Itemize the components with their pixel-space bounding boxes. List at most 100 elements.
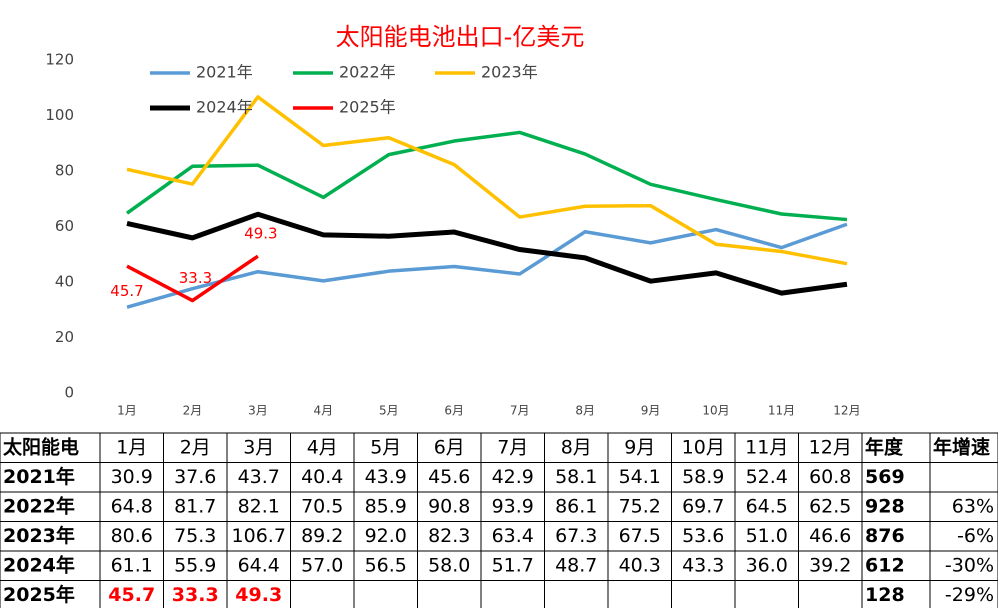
table-cell: 40.3: [619, 554, 661, 576]
table-cell: 612: [865, 554, 905, 576]
table-cell: 58.0: [428, 554, 470, 576]
table-cell: 51.0: [746, 525, 788, 547]
table-cell: 53.6: [682, 525, 724, 547]
table-cell: 51.7: [492, 554, 534, 576]
y-tick-label: 60: [55, 217, 74, 235]
table-cell: 1月: [116, 436, 147, 458]
table-cell: 62.5: [809, 495, 851, 517]
table-cell: 85.9: [365, 495, 407, 517]
x-tick-label: 11月: [768, 404, 795, 418]
table-cell: 39.2: [809, 554, 851, 576]
y-tick-label: 40: [55, 273, 74, 291]
table-cell: 63%: [952, 495, 994, 517]
table-cell: 年增速: [933, 435, 990, 458]
y-tick-label: 120: [45, 51, 74, 69]
series-line: [125, 130, 848, 222]
table-cell: 58.9: [682, 466, 724, 488]
table-cell: 81.7: [174, 495, 216, 517]
table-cell: 12月: [809, 436, 852, 458]
table-cell: 58.1: [555, 466, 597, 488]
table-cell: 56.5: [365, 554, 407, 576]
table-cell: 55.9: [174, 554, 216, 576]
table-cell: 106.7: [232, 525, 286, 547]
x-tick-label: 12月: [833, 404, 860, 418]
table-cell: 80.6: [111, 525, 153, 547]
table-cell: 93.9: [492, 495, 534, 517]
table-cell: 70.5: [301, 495, 343, 517]
table-cell: 64.4: [238, 554, 280, 576]
table-cell: 876: [865, 525, 905, 547]
table-cell: 86.1: [555, 495, 597, 517]
table-cell: 46.6: [809, 525, 851, 547]
table-cell: 69.7: [682, 495, 724, 517]
table-cell: 年度: [865, 435, 904, 458]
table-cell: 67.5: [619, 525, 661, 547]
y-tick-label: 20: [55, 328, 74, 346]
table-cell: 54.1: [619, 466, 661, 488]
table-cell: 60.8: [809, 466, 851, 488]
x-tick-label: 4月: [314, 404, 334, 418]
x-tick-label: 2月: [183, 404, 203, 418]
table-cell: 2024年: [3, 553, 75, 576]
table-cell: 43.9: [365, 466, 407, 488]
x-tick-label: 3月: [248, 404, 268, 418]
data-label: 49.3: [244, 225, 277, 243]
series-line: [126, 211, 848, 296]
table-cell: 2022年: [3, 494, 75, 517]
table-cell: 61.1: [111, 554, 153, 576]
legend-label: 2022年: [339, 63, 396, 82]
data-label: 45.7: [110, 282, 143, 300]
legend-label: 2023年: [481, 63, 538, 82]
table-cell: -30%: [945, 554, 994, 576]
x-tick-label: 7月: [510, 404, 530, 418]
table-cell: 2021年: [3, 465, 75, 488]
table-cell: 45.7: [108, 584, 155, 606]
table-cell: 82.1: [238, 495, 280, 517]
legend-label: 2021年: [196, 63, 253, 82]
series-line: [126, 254, 259, 303]
legend-label: 2024年: [196, 98, 253, 117]
y-tick-label: 0: [64, 384, 74, 402]
table-cell: 11月: [745, 436, 788, 458]
table-cell: 57.0: [301, 554, 343, 576]
table-cell: 9月: [624, 436, 655, 458]
table-cell: 太阳能电: [3, 435, 79, 458]
table-cell: 49.3: [235, 584, 282, 606]
x-tick-label: 9月: [641, 404, 661, 418]
series-line: [126, 95, 848, 266]
table-cell: 2023年: [3, 524, 75, 547]
table-cell: 3月: [243, 436, 274, 458]
table-cell: 4月: [307, 436, 338, 458]
series-line: [126, 222, 848, 309]
table-cell: 89.2: [301, 525, 343, 547]
table-cell: 2025年: [3, 583, 75, 606]
table-cell: 569: [865, 466, 905, 488]
table-cell: 52.4: [746, 466, 788, 488]
y-tick-label: 80: [55, 162, 74, 180]
legend-label: 2025年: [339, 98, 396, 117]
x-tick-label: 1月: [117, 404, 137, 418]
table-cell: 64.8: [111, 495, 153, 517]
table-cell: 90.8: [428, 495, 470, 517]
table-cell: 37.6: [174, 466, 216, 488]
table-cell: 33.3: [172, 584, 219, 606]
table-cell: 43.3: [682, 554, 724, 576]
y-tick-label: 100: [45, 106, 74, 124]
data-label: 33.3: [179, 269, 212, 287]
table-cell: 67.3: [555, 525, 597, 547]
table-cell: 40.4: [301, 466, 343, 488]
table-cell: 36.0: [746, 554, 788, 576]
chart-title: 太阳能电池出口-亿美元: [336, 23, 585, 51]
table-cell: 6月: [434, 436, 465, 458]
table-cell: 8月: [561, 436, 592, 458]
table-cell: 7月: [497, 436, 528, 458]
table-cell: 92.0: [365, 525, 407, 547]
table-cell: -29%: [945, 584, 994, 606]
table-cell: 63.4: [492, 525, 534, 547]
x-tick-label: 10月: [702, 404, 729, 418]
table-cell: 45.6: [428, 466, 470, 488]
table-cell: 75.3: [174, 525, 216, 547]
x-tick-label: 6月: [444, 404, 464, 418]
